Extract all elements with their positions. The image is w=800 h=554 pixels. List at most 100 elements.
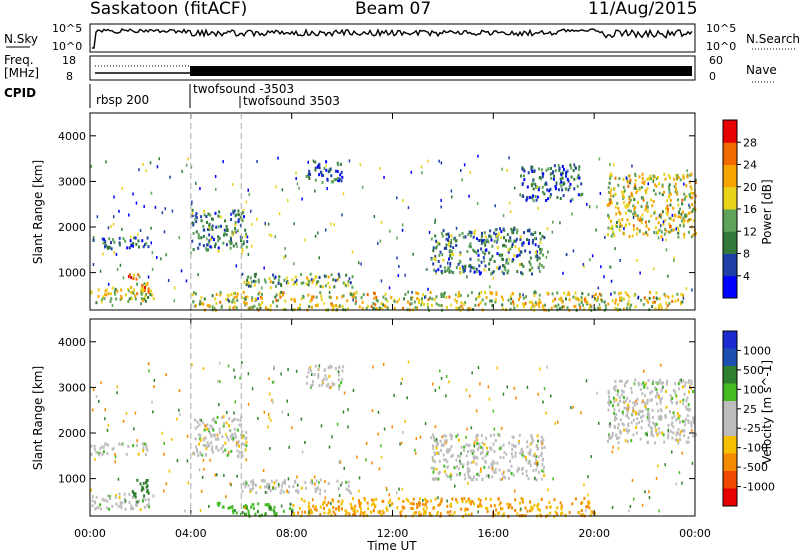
echo-cell [675,431,678,435]
echo-cell [330,513,333,517]
echo-cell [383,175,385,179]
echo-cell [191,214,194,218]
echo-cell [547,167,550,171]
echo-cell [314,275,317,279]
echo-cell [667,208,669,211]
echo-cell [638,420,640,424]
echo-cell [569,182,572,186]
echo-cell [363,511,366,514]
echo-cell [330,365,333,369]
echo-cell [400,441,403,445]
echo-cell [341,304,344,308]
echo-cell [241,454,244,458]
echo-cell [530,300,533,304]
echo-cell [676,176,679,180]
echo-cell [691,203,694,207]
echo-cell [481,478,484,482]
echo-cell [628,195,631,199]
echo-cell [491,467,494,471]
echo-cell [611,404,614,408]
echo-cell [336,177,339,181]
echo-cell [635,422,638,426]
echo-cell [370,304,373,308]
echo-cell [297,307,299,311]
echo-cell [654,192,657,196]
echo-cell [282,293,284,297]
echo-cell [667,174,670,177]
echo-cell [692,208,695,212]
echo-cell [540,497,543,501]
echo-cell [255,491,258,495]
echo-cell [467,513,470,517]
echo-cell [434,258,437,262]
echo-cell [245,448,247,452]
echo-cell [688,408,691,411]
echo-cell [609,265,611,269]
echo-cell [446,460,449,464]
echo-cell [287,198,289,202]
echo-cell [617,183,620,187]
echo-cell [396,506,399,510]
echo-cell [415,502,418,506]
echo-cell [234,223,237,227]
y-tick-label: 1000 [58,473,86,486]
echo-cell [475,462,478,466]
echo-cell [241,429,244,433]
echo-cell [607,214,610,218]
echo-cell [485,474,488,478]
echo-cell [101,452,104,456]
echo-cell [432,249,435,253]
echo-cell [176,417,178,421]
echo-cell [322,173,324,177]
echo-cell [401,377,403,381]
echo-cell [489,497,492,501]
echo-cell [614,205,617,209]
echo-cell [292,485,295,489]
echo-cell [448,243,450,247]
echo-cell [144,442,147,446]
echo-cell [451,497,454,501]
echo-cell [242,241,245,245]
echo-cell [478,264,481,268]
echo-cell [208,504,210,508]
echo-cell [450,256,453,260]
echo-cell [643,385,646,389]
echo-cell [208,233,211,237]
echo-cell [529,263,532,267]
echo-cell [632,224,635,228]
echo-cell [321,285,324,289]
echo-cell [380,455,383,459]
echo-cell [512,231,515,235]
echo-cell [650,389,653,393]
echo-cell [110,292,112,296]
echo-cell [111,304,114,307]
echo-cell [137,273,140,277]
echo-cell [400,382,402,386]
echo-cell [200,489,203,493]
echo-cell [107,226,110,230]
echo-cell [412,502,415,506]
echo-cell [598,157,601,161]
echo-cell [475,297,478,301]
echo-cell [267,412,270,416]
echo-cell [690,424,693,428]
echo-cell [658,305,660,309]
echo-cell [330,502,332,506]
echo-cell [554,297,557,301]
echo-cell [582,303,585,307]
echo-cell [355,291,358,295]
echo-cell [119,263,122,267]
echo-cell [308,305,311,309]
echo-cell [483,259,485,263]
echo-cell [130,290,133,294]
echo-cell [206,237,208,241]
echo-cell [279,295,282,299]
echo-cell [541,446,544,450]
echo-cell [439,512,442,516]
echo-cell [513,239,516,243]
echo-cell [660,381,663,385]
echo-cell [449,502,452,506]
echo-cell [232,211,235,215]
echo-cell [420,165,423,169]
echo-cell [332,510,335,514]
